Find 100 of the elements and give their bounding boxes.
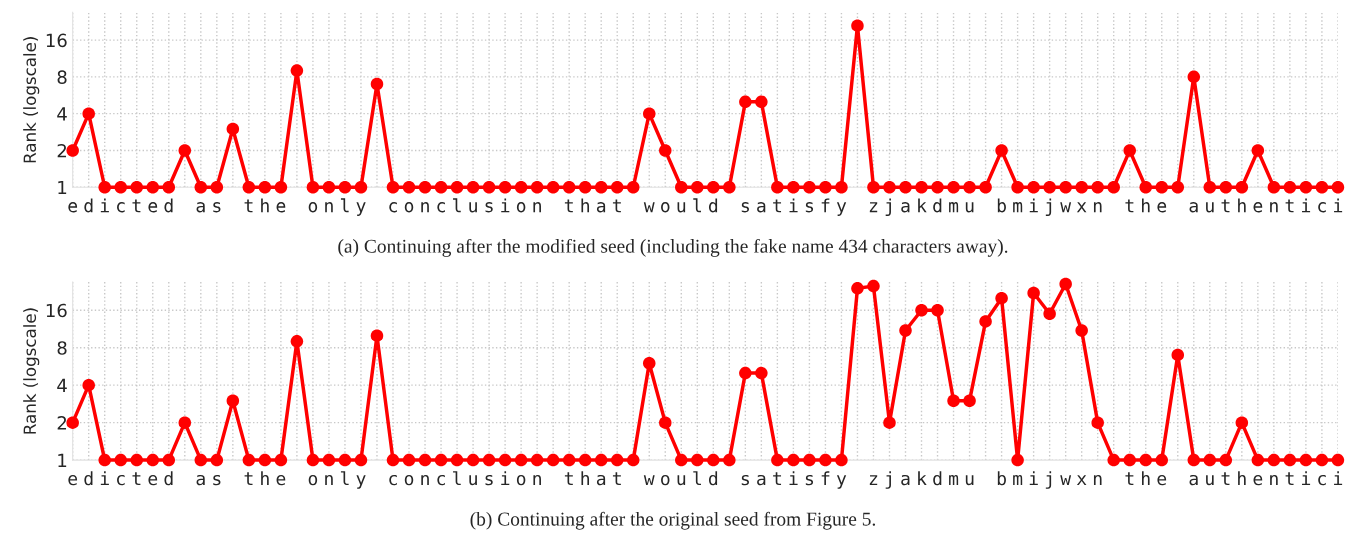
y-axis-title: Rank (logscale) [23, 37, 40, 163]
x-tick-label: y [836, 202, 847, 216]
x-tick-label: h [581, 198, 590, 213]
x-tick-label: f [821, 471, 830, 486]
y-tick-label: 1 [58, 180, 67, 195]
x-tick-label: h [261, 198, 269, 213]
x-tick-label: s [805, 202, 814, 213]
x-tick-label: l [693, 198, 701, 213]
y-tick-label: 8 [57, 341, 67, 355]
x-tick-label: t [132, 199, 141, 213]
x-tick-label: s [213, 202, 221, 213]
x-tick-label: o [404, 474, 414, 486]
x-tick-label: x [1076, 475, 1087, 486]
x-tick-label: n [421, 202, 429, 213]
x-tick-label: d [933, 198, 942, 213]
x-tick-label: u [469, 202, 477, 213]
x-tick-label: t [612, 199, 621, 213]
x-tick-label: h [1238, 198, 1246, 213]
x-tick-label: c [117, 474, 125, 486]
x-tick-label: a [596, 474, 606, 486]
x-tick-label: u [677, 475, 686, 486]
x-tick-label: e [148, 202, 158, 213]
x-tick-label: o [661, 202, 670, 213]
x-tick-label: s [485, 202, 493, 213]
text: (b) Continuing after the original seed from Figure 5. [470, 511, 876, 530]
x-tick-label: h [1142, 198, 1150, 213]
x-tick-label: n [1270, 474, 1278, 486]
x-tick-label: o [308, 474, 318, 486]
x-tick-label: i [1029, 471, 1038, 486]
x-tick-label: t [773, 472, 782, 486]
x-tick-label: n [325, 202, 333, 213]
x-tick-label: t [1285, 472, 1294, 486]
y-tick-label: 16 [46, 303, 67, 318]
x-tick-label: c [117, 202, 125, 213]
y-tick-label: 16 [46, 33, 67, 48]
x-tick-label: m [949, 202, 959, 213]
x-tick-label: a [901, 202, 910, 213]
x-tick-label: t [773, 199, 782, 213]
x-tick-label: e [1253, 474, 1263, 486]
x-tick-label: o [404, 202, 414, 213]
y-tick-label: 2 [57, 143, 67, 158]
x-tick-label: j [1045, 471, 1052, 489]
x-tick-label: m [1013, 474, 1023, 486]
x-tick-label: d [933, 471, 942, 486]
x-tick-label: e [1253, 202, 1263, 213]
y-tick-label: 4 [57, 378, 67, 393]
x-tick-label: t [1285, 199, 1294, 213]
x-tick-label: x [1076, 202, 1087, 213]
x-tick-label: h [1142, 471, 1150, 486]
x-tick-label: t [564, 199, 573, 213]
x-tick-label: i [1029, 198, 1038, 213]
x-tick-label: l [340, 198, 349, 213]
x-tick-label: u [1206, 475, 1214, 486]
x-tick-label: o [516, 474, 526, 486]
x-tick-label: a [901, 474, 910, 486]
x-tick-label: w [643, 475, 655, 486]
x-tick-label: i [501, 198, 510, 213]
x-tick-label: l [693, 471, 701, 486]
x-tick-label: t [1221, 472, 1230, 486]
x-tick-label: t [244, 472, 253, 486]
x-tick-label: c [437, 202, 445, 213]
x-tick-label: u [1206, 202, 1214, 213]
x-tick-label: k [918, 198, 927, 213]
x-tick-label: u [965, 475, 974, 486]
x-tick-label: c [1318, 202, 1326, 213]
x-tick-label: o [661, 474, 670, 486]
x-tick-label: t [1125, 472, 1134, 486]
x-tick-label: a [196, 474, 205, 486]
x-tick-label: f [821, 198, 830, 213]
x-tick-label: w [1060, 475, 1072, 486]
x-tick-label: a [757, 474, 766, 486]
x-tick-label: a [757, 202, 766, 213]
x-tick-label: i [1302, 471, 1311, 486]
x-tick-label: d [164, 471, 173, 486]
x-tick-label: y [356, 202, 366, 216]
x-tick-label: c [389, 202, 397, 213]
x-tick-label: t [612, 472, 621, 486]
x-tick-label: u [469, 475, 477, 486]
y-tick-label: 2 [57, 416, 67, 430]
x-tick-label: n [325, 474, 333, 486]
x-tick-label: l [453, 198, 461, 213]
x-tick-label: h [261, 471, 269, 486]
x-tick-label: h [581, 471, 590, 486]
x-tick-label: t [564, 472, 573, 486]
x-tick-label: a [596, 202, 606, 213]
x-tick-label: w [643, 202, 655, 213]
x-tick-label: c [437, 474, 445, 486]
x-tick-label: s [741, 202, 749, 213]
x-tick-label: i [1302, 198, 1311, 213]
x-tick-label: i [1334, 471, 1343, 486]
x-tick-label: u [965, 202, 974, 213]
x-tick-label: y [356, 475, 366, 489]
x-tick-label: e [68, 474, 78, 486]
x-tick-label: d [164, 198, 173, 213]
x-tick-label: n [1093, 474, 1102, 486]
x-tick-label: d [708, 471, 718, 486]
x-tick-label: w [1060, 202, 1072, 213]
y-tick-label: 8 [57, 70, 67, 84]
x-tick-label: e [276, 474, 286, 486]
x-tick-label: h [1238, 471, 1246, 486]
